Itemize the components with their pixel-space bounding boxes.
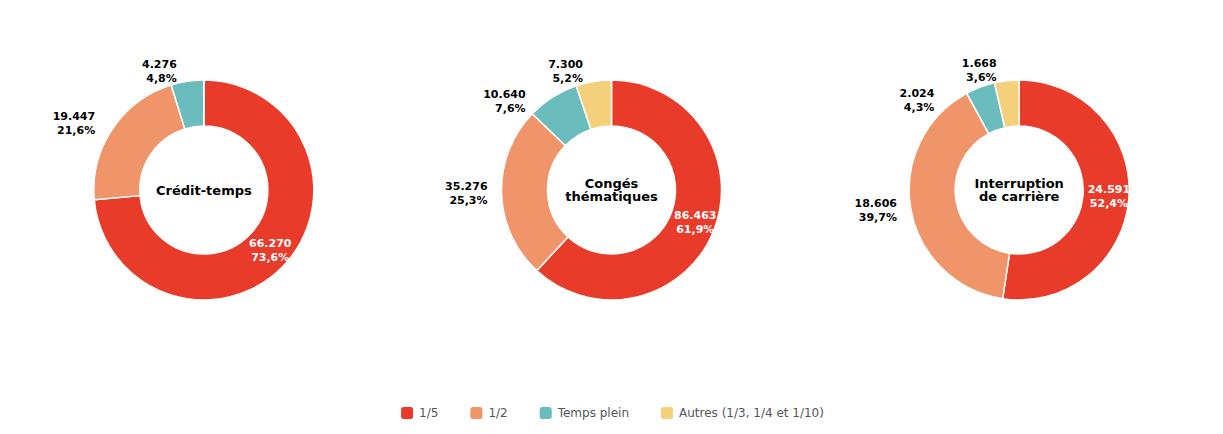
svg-text:2.024: 2.024 <box>900 87 935 100</box>
svg-text:5,2%: 5,2% <box>552 72 583 85</box>
svg-text:61,9%: 61,9% <box>676 223 714 236</box>
svg-text:Crédit-temps: Crédit-temps <box>156 183 252 198</box>
svg-text:39,7%: 39,7% <box>859 211 897 224</box>
svg-text:4,3%: 4,3% <box>904 101 935 114</box>
svg-text:thématiques: thématiques <box>565 189 658 204</box>
svg-text:4.276: 4.276 <box>142 58 177 71</box>
svg-text:Temps plein: Temps plein <box>557 406 629 420</box>
svg-text:3,6%: 3,6% <box>966 71 997 84</box>
svg-text:86.463: 86.463 <box>674 209 716 222</box>
svg-text:66.270: 66.270 <box>249 237 292 250</box>
svg-text:7,6%: 7,6% <box>495 102 526 115</box>
svg-text:10.640: 10.640 <box>483 88 526 101</box>
svg-text:1/5: 1/5 <box>419 406 438 420</box>
svg-text:1/2: 1/2 <box>488 406 507 420</box>
svg-text:24.591: 24.591 <box>1088 183 1130 196</box>
svg-text:18.606: 18.606 <box>855 197 898 210</box>
svg-text:35.276: 35.276 <box>445 180 488 193</box>
svg-text:19.447: 19.447 <box>53 110 95 123</box>
svg-text:73,6%: 73,6% <box>251 251 289 264</box>
svg-text:Interruption: Interruption <box>974 176 1064 191</box>
svg-text:4,8%: 4,8% <box>146 72 177 85</box>
svg-text:de carrière: de carrière <box>979 189 1060 204</box>
svg-text:Congés: Congés <box>584 176 639 191</box>
svg-text:25,3%: 25,3% <box>449 194 487 207</box>
svg-text:Autres (1/3, 1/4 et 1/10): Autres (1/3, 1/4 et 1/10) <box>679 406 824 420</box>
svg-text:1.668: 1.668 <box>962 57 997 70</box>
svg-text:7.300: 7.300 <box>548 58 583 71</box>
svg-text:52,4%: 52,4% <box>1090 197 1128 210</box>
svg-text:21,6%: 21,6% <box>57 124 95 137</box>
